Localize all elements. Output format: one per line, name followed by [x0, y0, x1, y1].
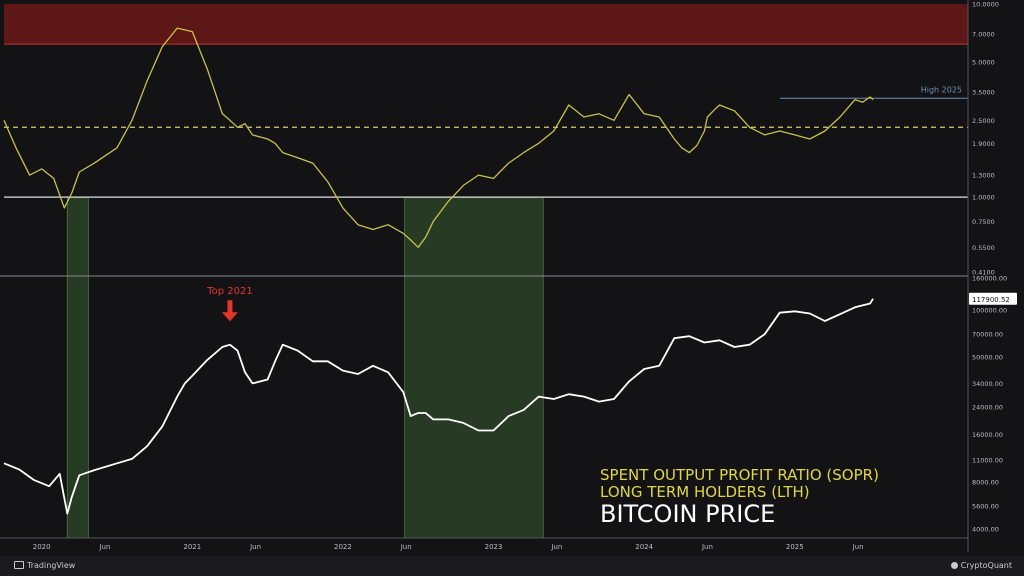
x-tick-label: 2022	[334, 543, 352, 551]
tradingview-icon	[14, 561, 24, 569]
sopr-y-tick-label: 7.0000	[972, 30, 995, 38]
top-2021-arrow-icon	[221, 300, 238, 322]
cryptoquant-icon	[950, 562, 958, 569]
x-tick-label: Jun	[98, 543, 110, 551]
axes-layer: 10.0000 7.0000 5.0000 3.5000 2.5000 1.9000 1.3…	[0, 0, 1017, 552]
price-y-tick-label: 34000.00	[972, 380, 1003, 388]
sopr-y-tick-label: 0.7500	[972, 218, 995, 226]
x-tick-label: 2020	[33, 543, 51, 551]
price-y-tick-label: 16000.00	[972, 431, 1003, 439]
cryptoquant-label: CryptoQuant	[960, 561, 1012, 570]
price-y-tick-label: 4000.00	[972, 525, 999, 533]
price-y-tick-label: 100000.00	[972, 306, 1007, 314]
sopr-y-tick-label: 1.9000	[972, 140, 995, 148]
x-tick-label: Jun	[701, 543, 713, 551]
price-y-tick-label: 5600.00	[972, 503, 999, 511]
x-tick-label: 2021	[183, 543, 201, 551]
price-y-tick-label: 8000.00	[972, 478, 999, 486]
x-tick-label: 2023	[485, 543, 503, 551]
price-y-tick-label: 11000.00	[972, 457, 1003, 465]
x-tick-label: Jun	[852, 543, 864, 551]
sopr-y-tick-label: 2.5000	[972, 117, 995, 125]
current-price-label: 117900.52	[972, 296, 1010, 304]
highlight-bands	[4, 4, 968, 539]
sopr-y-tick-label: 0.4100	[972, 268, 995, 276]
x-tick-label: 2025	[786, 543, 804, 551]
price-series-line	[3, 298, 874, 515]
x-tick-label: Jun	[400, 543, 412, 551]
chart-legend: SPENT OUTPUT PROFIT RATIO (SOPR)LONG TER…	[600, 466, 879, 528]
sopr-y-tick-label: 1.3000	[972, 172, 995, 180]
top-2021-label: Top 2021	[206, 286, 253, 297]
cryptoquant-logo[interactable]: CryptoQuant	[950, 561, 1012, 570]
sopr-y-tick-label: 1.0000	[972, 194, 995, 202]
highlight-period-1	[66, 196, 89, 539]
legend-entry-3: BITCOIN PRICE	[600, 500, 775, 528]
current-price-tag	[969, 292, 1017, 305]
x-tick-label: 2024	[635, 543, 653, 551]
tradingview-logo[interactable]: TradingView	[14, 561, 75, 570]
sopr-y-tick-label: 5.0000	[972, 59, 995, 67]
sopr-series-line	[3, 27, 874, 248]
sopr-y-tick-label: 3.5000	[972, 89, 995, 97]
highlight-period-2	[404, 196, 544, 539]
legend-entry-2: LONG TERM HOLDERS (LTH)	[600, 483, 810, 501]
series-layer	[3, 27, 874, 515]
overbought-band	[4, 4, 968, 45]
x-tick-label: Jun	[249, 543, 261, 551]
price-y-tick-label: 24000.00	[972, 404, 1003, 412]
legend-entry-1: SPENT OUTPUT PROFIT RATIO (SOPR)	[600, 466, 879, 484]
sopr-y-tick-label: 10.0000	[972, 1, 999, 9]
x-tick-label: Jun	[550, 543, 562, 551]
tradingview-label: TradingView	[27, 561, 76, 570]
price-y-tick-label: 160000.00	[972, 275, 1007, 283]
high-2025-label: High 2025	[921, 85, 962, 94]
price-y-tick-label: 50000.00	[972, 354, 1003, 362]
price-y-tick-label: 70000.00	[972, 331, 1003, 339]
reference-lines	[0, 97, 968, 277]
footer-bar: TradingView CryptoQuant	[0, 556, 1024, 576]
annotations-layer: High 2025 Top 2021	[206, 85, 962, 322]
sopr-y-tick-label: 0.5500	[972, 244, 995, 252]
